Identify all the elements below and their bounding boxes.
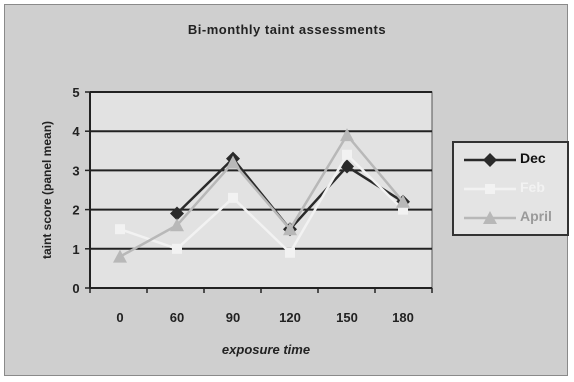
legend-label-feb: Feb: [520, 179, 545, 195]
series-layer: [113, 128, 410, 263]
legend-item-feb: Feb: [460, 176, 565, 202]
data-point: [340, 128, 354, 142]
data-point: [285, 247, 295, 258]
gridlines: [90, 91, 432, 250]
y-tick-label: 1: [72, 242, 79, 257]
y-tick-label: 5: [72, 85, 79, 100]
x-tick-label: 180: [392, 310, 414, 325]
legend: Dec Feb April: [452, 141, 569, 236]
x-tick-label: 60: [170, 310, 184, 325]
data-point: [113, 249, 127, 263]
legend-marker-april: [464, 211, 516, 224]
data-point: [226, 155, 240, 169]
legend-label-dec: Dec: [520, 150, 546, 166]
data-point: [283, 222, 297, 236]
axes: 0 1 2 3 4 5 0 60 90 120 150 180: [72, 85, 433, 325]
legend-marker-dec: [464, 153, 516, 167]
y-tick-label: 4: [72, 124, 80, 139]
series-feb: [115, 149, 408, 258]
legend-item-dec: Dec: [460, 147, 565, 173]
x-tick-label: 120: [279, 310, 301, 325]
legend-item-april: April: [460, 205, 565, 231]
data-point: [228, 192, 238, 203]
x-tick-label: 90: [226, 310, 240, 325]
series-line-april: [119, 133, 404, 258]
data-point: [172, 243, 182, 254]
series-april: [113, 128, 410, 263]
data-point: [170, 206, 184, 221]
legend-marker-feb: [464, 184, 516, 194]
x-tick-label: 150: [336, 310, 358, 325]
y-tick-label: 0: [72, 281, 79, 296]
data-point: [396, 194, 410, 208]
x-axis-label: exposure time: [222, 342, 310, 357]
y-tick-label: 2: [72, 203, 79, 218]
x-tick-label: 0: [116, 310, 123, 325]
legend-label-april: April: [520, 208, 552, 224]
chart-title: Bi-monthly taint assessments: [187, 22, 387, 37]
data-point: [115, 224, 125, 235]
y-tick-label: 3: [72, 163, 79, 178]
y-axis-label: taint score (panel mean): [40, 121, 54, 259]
data-point: [398, 204, 408, 215]
data-point: [342, 149, 352, 160]
data-point: [170, 218, 184, 232]
plot-area: [89, 91, 433, 289]
series-line-feb: [119, 153, 404, 254]
